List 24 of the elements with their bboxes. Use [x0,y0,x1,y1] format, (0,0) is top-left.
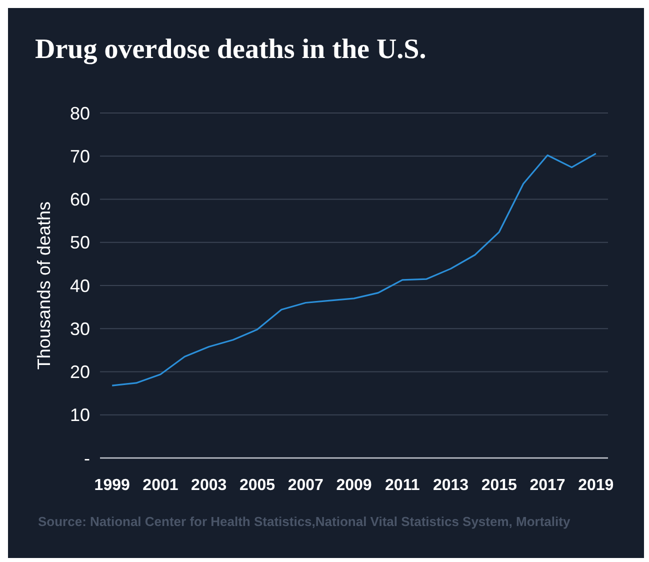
y-tick-label: 40 [70,276,90,296]
x-tick-label: 2017 [530,477,566,494]
y-tick-label: 60 [70,190,90,210]
y-axis-title: Thousands of deaths [34,201,54,370]
line-series [111,152,597,386]
x-tick-label: 2005 [239,477,276,494]
y-tick-label: 50 [70,232,90,253]
x-tick-label: 2007 [288,477,324,494]
x-tick-label: 2009 [336,477,372,494]
x-tick-label: 2013 [432,477,469,494]
y-tick-label: 70 [70,146,90,166]
y-tick-label: 10 [70,405,90,426]
x-tick-label: 2015 [481,477,518,494]
x-tick-label: 2001 [142,477,178,494]
y-tick-label: 30 [70,318,90,339]
chart-title: Drug overdose deaths in the U.S. [35,34,426,65]
y-tick-label: 20 [70,362,90,382]
y-tick-label: 80 [70,103,90,124]
x-tick-label: 2011 [385,477,420,494]
y-tick-label: - [84,448,90,468]
x-tick-label: 2003 [191,477,227,494]
x-tick-label: 2019 [578,477,614,494]
x-tick-label: 1999 [94,477,130,494]
source-note: Source: National Center for Health Statistics,National Vital Statistics System, Mortality [38,514,571,529]
